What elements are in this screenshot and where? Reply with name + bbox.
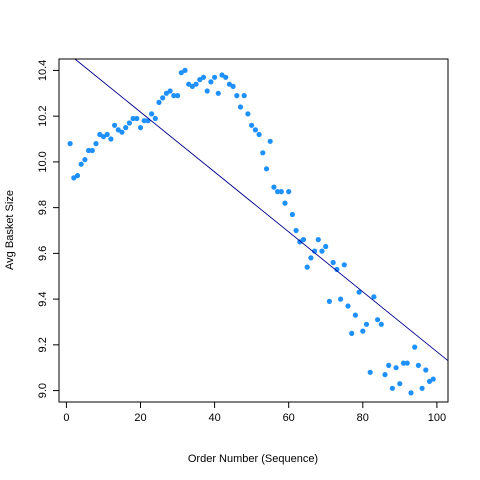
y-tick-label: 10.2 [37, 105, 49, 126]
data-point [268, 139, 273, 144]
data-point [75, 173, 80, 178]
data-point [105, 132, 110, 137]
data-point [368, 370, 373, 375]
x-tick-label: 20 [134, 412, 146, 424]
x-tick-label: 100 [428, 412, 446, 424]
data-point [379, 322, 384, 327]
x-axis-title: Order Number (Sequence) [188, 453, 318, 465]
data-point [290, 212, 295, 217]
data-point [342, 262, 347, 267]
data-point [323, 244, 328, 249]
data-point [345, 303, 350, 308]
data-point [112, 123, 117, 128]
data-point [331, 260, 336, 265]
data-point [223, 75, 228, 80]
data-point [364, 322, 369, 327]
x-tick-label: 40 [208, 412, 220, 424]
data-point [108, 136, 113, 141]
data-point [153, 116, 158, 121]
data-point [149, 111, 154, 116]
data-point [308, 255, 313, 260]
data-point [353, 313, 358, 318]
y-tick-label: 9.2 [37, 337, 49, 352]
data-point [405, 361, 410, 366]
data-point [90, 148, 95, 153]
y-tick-label: 9.0 [37, 383, 49, 398]
data-point [156, 100, 161, 105]
y-tick-label: 9.4 [37, 291, 49, 306]
data-point [286, 189, 291, 194]
data-point [423, 367, 428, 372]
data-point [205, 88, 210, 93]
data-point [382, 372, 387, 377]
data-point [134, 116, 139, 121]
data-point [420, 386, 425, 391]
data-point [316, 237, 321, 242]
x-tick-label: 0 [63, 412, 69, 424]
data-point [249, 123, 254, 128]
data-point [160, 95, 165, 100]
data-point [138, 125, 143, 130]
data-point [253, 127, 258, 132]
y-tick-label: 9.6 [37, 246, 49, 261]
data-point [93, 141, 98, 146]
data-point [260, 150, 265, 155]
y-tick-label: 10.4 [37, 60, 49, 81]
data-point [305, 265, 310, 270]
data-point [386, 363, 391, 368]
data-point [123, 125, 128, 130]
data-point [145, 118, 150, 123]
data-point [397, 381, 402, 386]
data-point [271, 185, 276, 190]
data-point [416, 363, 421, 368]
data-point [394, 365, 399, 370]
data-point [231, 84, 236, 89]
data-point [212, 75, 217, 80]
data-point [208, 79, 213, 84]
x-tick-label: 80 [357, 412, 369, 424]
data-point [68, 141, 73, 146]
data-point [431, 377, 436, 382]
y-tick-label: 10.0 [37, 151, 49, 172]
data-point [257, 132, 262, 137]
data-point [175, 93, 180, 98]
data-point [201, 75, 206, 80]
data-point [242, 93, 247, 98]
data-point [279, 189, 284, 194]
data-point [194, 82, 199, 87]
data-point [360, 329, 365, 334]
data-point [349, 331, 354, 336]
data-point [319, 249, 324, 254]
data-point [119, 130, 124, 135]
data-point [238, 104, 243, 109]
y-axis-title: Avg Basket Size [4, 190, 16, 270]
data-point [127, 120, 132, 125]
data-point [408, 390, 413, 395]
data-point [412, 345, 417, 350]
data-point [168, 88, 173, 93]
data-point [79, 162, 84, 167]
data-point [294, 228, 299, 233]
data-point [390, 386, 395, 391]
data-point [216, 91, 221, 96]
data-point [282, 201, 287, 206]
data-point [338, 297, 343, 302]
data-point [375, 317, 380, 322]
data-point [301, 237, 306, 242]
y-tick-label: 9.8 [37, 200, 49, 215]
x-tick-label: 60 [283, 412, 295, 424]
data-point [82, 157, 87, 162]
data-point [264, 166, 269, 171]
data-point [234, 93, 239, 98]
data-point [245, 111, 250, 116]
data-point [327, 299, 332, 304]
data-point [182, 68, 187, 73]
data-point [371, 294, 376, 299]
